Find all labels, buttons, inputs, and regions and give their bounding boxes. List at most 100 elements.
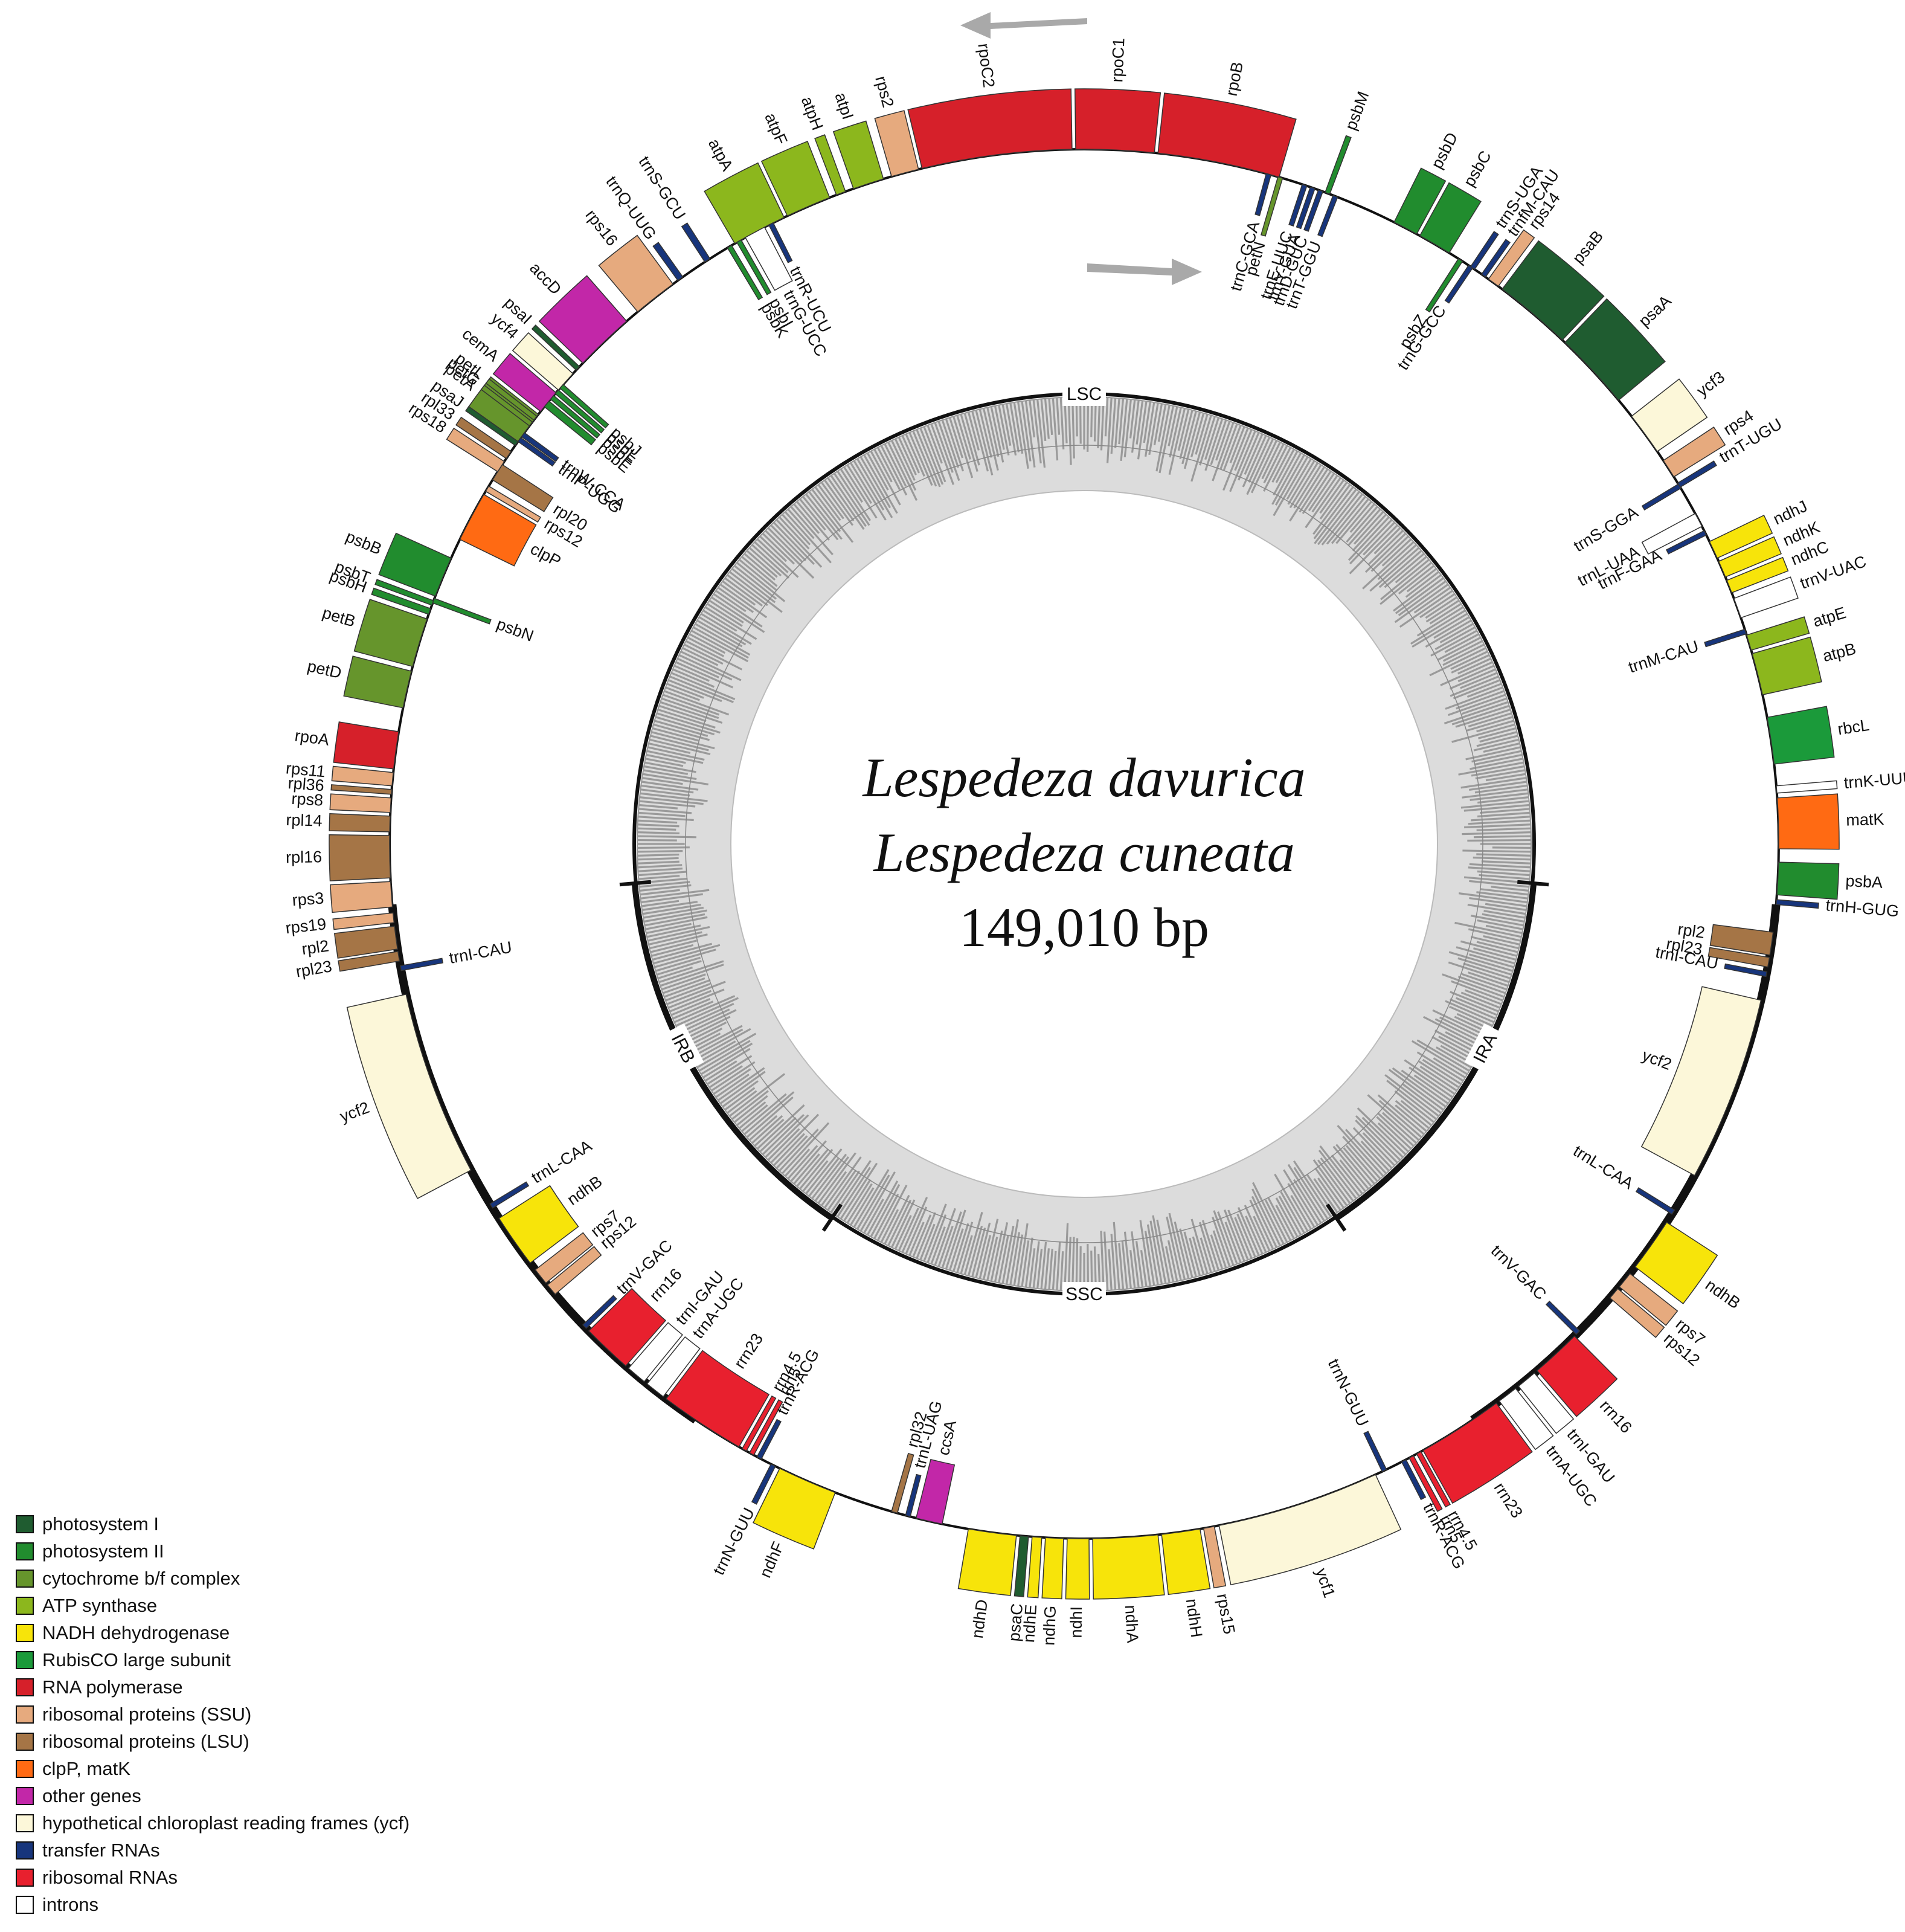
gc-bar	[1475, 769, 1526, 780]
legend-swatch	[16, 1841, 34, 1860]
gene-label: ndhI	[1067, 1606, 1085, 1638]
gc-bar	[1481, 860, 1531, 865]
gc-bar	[646, 924, 701, 938]
gc-bar	[722, 1080, 759, 1108]
gc-bar	[1312, 484, 1351, 535]
gc-bar	[1444, 701, 1509, 724]
gc-bar	[1395, 1104, 1427, 1132]
gc-bar	[1274, 1173, 1309, 1232]
gc-bar	[1450, 650, 1488, 670]
gene-trnl-caa	[1635, 1187, 1675, 1215]
region-label-lsc: LSC	[1062, 382, 1106, 406]
gc-bar	[1144, 1231, 1155, 1286]
gc-bar	[1423, 1016, 1483, 1048]
gc-bar	[644, 913, 705, 927]
gc-bar	[638, 871, 687, 877]
gc-bar	[1384, 553, 1425, 588]
gc-bar	[905, 1206, 928, 1255]
gc-bar	[890, 440, 917, 491]
gc-bar	[1222, 427, 1249, 491]
gc-bar	[767, 1128, 800, 1161]
gc-bar	[1471, 936, 1519, 950]
gc-bar	[1477, 870, 1531, 877]
gene-label: rbcL	[1836, 716, 1870, 738]
gc-bar	[715, 1074, 750, 1098]
gc-bar	[1450, 675, 1499, 697]
gc-bar	[1212, 422, 1235, 481]
gc-bar	[1287, 460, 1316, 505]
gc-bar	[1024, 1237, 1033, 1287]
gc-bar	[1363, 521, 1396, 556]
gc-bar	[641, 784, 694, 794]
gc-bar	[1422, 1058, 1462, 1085]
gc-bar	[796, 1148, 829, 1187]
gene-rps2	[874, 110, 919, 178]
gc-bar	[1380, 559, 1430, 601]
boundary-tick	[1517, 880, 1549, 887]
gc-bar	[1059, 1251, 1064, 1291]
gc-bar	[759, 1116, 797, 1153]
gc-bar	[820, 1171, 847, 1206]
gc-bar	[1148, 402, 1159, 456]
gene-label: trnK-UUU	[1843, 768, 1905, 792]
legend-item: cytochrome b/f complex	[16, 1565, 559, 1592]
gc-bar	[748, 547, 782, 577]
gene-ndhb	[498, 1185, 579, 1264]
gc-bar	[664, 690, 730, 716]
gc-bar	[1236, 1213, 1256, 1258]
gc-bar	[1343, 1147, 1375, 1185]
gc-bar	[1467, 839, 1531, 842]
gc-bar	[1317, 1159, 1351, 1204]
gc-bar	[770, 1113, 820, 1164]
gc-bar	[787, 508, 815, 539]
gc-bar	[1263, 443, 1285, 484]
gc-bar	[1451, 704, 1510, 726]
gc-bar	[1471, 816, 1531, 822]
gc-bar	[1024, 401, 1036, 468]
gene-label: trnI-CAU	[448, 938, 513, 967]
gc-bar	[655, 716, 715, 736]
gc-bar	[713, 1068, 751, 1095]
gc-bar	[1457, 957, 1512, 976]
gene-clpp	[459, 494, 537, 567]
gc-bar	[1361, 1116, 1404, 1158]
gc-bar	[666, 980, 726, 1005]
gc-bar	[941, 1211, 962, 1269]
gene-label: rrn23	[731, 1330, 767, 1372]
gc-bar	[1210, 1234, 1224, 1270]
gene-accd	[538, 275, 628, 364]
gc-bar	[1251, 1182, 1285, 1245]
gc-bar	[1246, 438, 1274, 495]
gc-bar	[1177, 409, 1190, 451]
gc-bar	[1249, 1199, 1274, 1250]
gc-bar	[676, 1002, 734, 1031]
legend-swatch	[16, 1814, 34, 1832]
gene-trnp-ugg	[517, 437, 556, 467]
gene-trnt-ggu	[1317, 195, 1338, 237]
gc-bar	[833, 472, 870, 526]
gene-psaa	[1564, 298, 1666, 401]
gc-bar	[975, 1222, 991, 1278]
gc-bar	[660, 964, 724, 987]
gc-bar	[1474, 784, 1528, 794]
gc-bar	[689, 633, 726, 654]
gc-bar	[1485, 773, 1526, 782]
gc-bar	[1001, 1225, 1015, 1284]
gene-rpl2	[333, 926, 399, 959]
legend-item: transfer RNAs	[16, 1837, 559, 1864]
gene-trnl-uaa	[1641, 513, 1703, 555]
gc-bar	[1476, 853, 1531, 857]
gc-bar	[1394, 1090, 1435, 1123]
gene-label: psaA	[1635, 292, 1674, 330]
gc-bar	[702, 609, 737, 632]
gc-bar	[645, 916, 708, 930]
gc-bar	[1337, 1124, 1384, 1177]
gene-ndhg	[1041, 1537, 1064, 1600]
gc-bar	[990, 406, 1004, 463]
gc-bar	[637, 860, 679, 865]
gc-bar	[990, 1230, 1003, 1282]
gc-bar	[1237, 1206, 1260, 1256]
gc-bar	[652, 942, 712, 961]
gc-bar	[640, 792, 708, 802]
gc-bar	[1110, 398, 1117, 454]
